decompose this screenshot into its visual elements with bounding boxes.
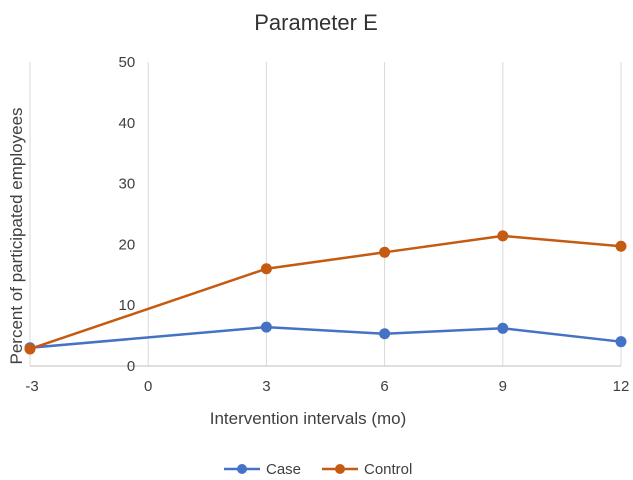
chart-title: Parameter E xyxy=(254,10,378,35)
legend-marker-control xyxy=(335,464,345,474)
data-point-control xyxy=(24,343,36,355)
x-axis-ticks: -3 0 3 6 9 12 xyxy=(25,378,629,395)
legend-label-control: Control xyxy=(364,461,412,478)
legend-marker-case xyxy=(237,464,247,474)
legend: Case Control xyxy=(224,461,412,478)
data-point-case xyxy=(497,322,509,334)
data-point-control xyxy=(379,246,391,258)
x-tick-label: 6 xyxy=(380,378,388,395)
y-axis-ticks: 0 10 20 30 40 50 xyxy=(119,54,136,375)
x-tick-label: -3 xyxy=(25,378,38,395)
data-point-case xyxy=(260,321,272,333)
data-point-case xyxy=(379,328,391,340)
data-point-control xyxy=(615,240,627,252)
series-points xyxy=(24,230,627,355)
y-tick-label: 20 xyxy=(119,236,136,253)
y-axis-label: Percent of participated employees xyxy=(7,107,26,364)
x-tick-label: 12 xyxy=(613,378,630,395)
gridlines xyxy=(29,62,622,367)
y-tick-label: 30 xyxy=(119,176,136,193)
legend-label-case: Case xyxy=(266,461,301,478)
x-axis-label: Intervention intervals (mo) xyxy=(210,409,407,428)
x-tick-label: 9 xyxy=(499,378,507,395)
x-tick-label: 0 xyxy=(144,378,152,395)
y-tick-label: 0 xyxy=(127,358,135,375)
series-line-case xyxy=(29,325,622,350)
data-point-control xyxy=(497,230,509,242)
y-tick-label: 10 xyxy=(119,297,136,314)
data-point-control xyxy=(260,263,272,275)
y-tick-label: 50 xyxy=(119,54,136,71)
x-tick-label: 3 xyxy=(262,378,270,395)
data-point-case xyxy=(615,336,627,348)
y-tick-label: 40 xyxy=(119,115,136,132)
